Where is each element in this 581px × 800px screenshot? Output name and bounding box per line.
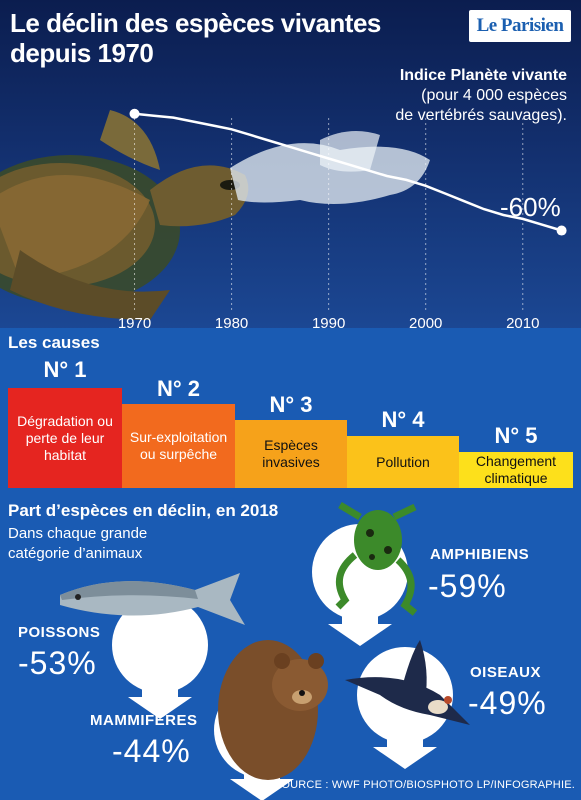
swallow-icon — [345, 640, 470, 725]
page-title: Le déclin des espèces vivantes depuis 19… — [10, 8, 381, 68]
fish-icon — [60, 573, 245, 625]
fish-circle — [112, 597, 208, 693]
x-tick-1990: 1990 — [311, 315, 346, 332]
cause-3-box: Espèces invasives — [235, 420, 347, 488]
birds-arrow-icon — [373, 733, 437, 769]
species-subtitle-line-1: Dans chaque grande — [8, 525, 148, 542]
fish-arrow-icon — [128, 683, 192, 719]
cause-1-number: N° 1 — [43, 357, 87, 382]
cause-5-number: N° 5 — [494, 423, 538, 448]
mammals-label: MAMMIFÈRES — [90, 712, 198, 729]
x-tick-1980: 1980 — [214, 315, 249, 332]
species-subtitle: Dans chaque grande catégorie d’animaux — [8, 524, 147, 564]
index-line — [134, 112, 562, 232]
species-title: Part d’espèces en déclin, en 2018 — [8, 501, 279, 520]
birds-label: OISEAUX — [470, 664, 542, 681]
fish-label: POISSONS — [18, 624, 101, 641]
index-end-label: -60% — [500, 192, 561, 222]
amphibians-label: AMPHIBIENS — [430, 546, 530, 563]
x-tick-1970: 1970 — [117, 315, 152, 332]
species-illustrations — [60, 501, 470, 800]
chart-subtitle-line-1: (pour 4 000 espèces — [421, 87, 567, 104]
frog-icon — [335, 501, 418, 616]
living-planet-chart — [0, 108, 567, 320]
chart-title: Indice Planète vivante — [399, 67, 567, 84]
chart-subtitle-line-2: de vertébrés sauvages). — [395, 107, 567, 124]
cause-4-box: Pollution — [347, 436, 459, 488]
source-credit: SOURCE : WWF PHOTO/BIOSPHOTO LP/INFOGRAP… — [273, 779, 575, 791]
cause-1-box: Dégradation ou perte de leur habitat — [8, 388, 122, 488]
x-tick-2000: 2000 — [409, 315, 443, 332]
title-line-1: Le déclin des espèces vivantes — [10, 8, 381, 38]
cause-5-box: Changement climatique — [459, 452, 573, 488]
species-subtitle-line-2: catégorie d’animaux — [8, 545, 143, 562]
chart-caption: Indice Planète vivante (pour 4 000 espèc… — [395, 66, 567, 126]
index-end-point — [556, 225, 567, 236]
title-line-2: depuis 1970 — [10, 38, 154, 68]
bear-icon — [218, 640, 328, 780]
birds-pct: -49% — [468, 685, 547, 721]
chart-gridlines — [134, 118, 524, 310]
cause-4-number: N° 4 — [381, 407, 425, 432]
cause-2-box: Sur-exploitation ou surpêche — [122, 404, 235, 488]
mammals-pct: -44% — [112, 733, 191, 769]
x-tick-2010: 2010 — [506, 315, 540, 332]
turtle-illustration — [0, 110, 430, 320]
cause-3-number: N° 3 — [269, 392, 313, 417]
le-parisien-logo: Le Parisien — [469, 10, 571, 42]
index-start-point — [129, 108, 140, 119]
amphibians-arrow-icon — [328, 610, 392, 646]
fish-pct: -53% — [18, 645, 97, 681]
amphibians-pct: -59% — [428, 568, 507, 604]
causes-title: Les causes — [8, 333, 100, 352]
cause-2-number: N° 2 — [156, 376, 201, 401]
